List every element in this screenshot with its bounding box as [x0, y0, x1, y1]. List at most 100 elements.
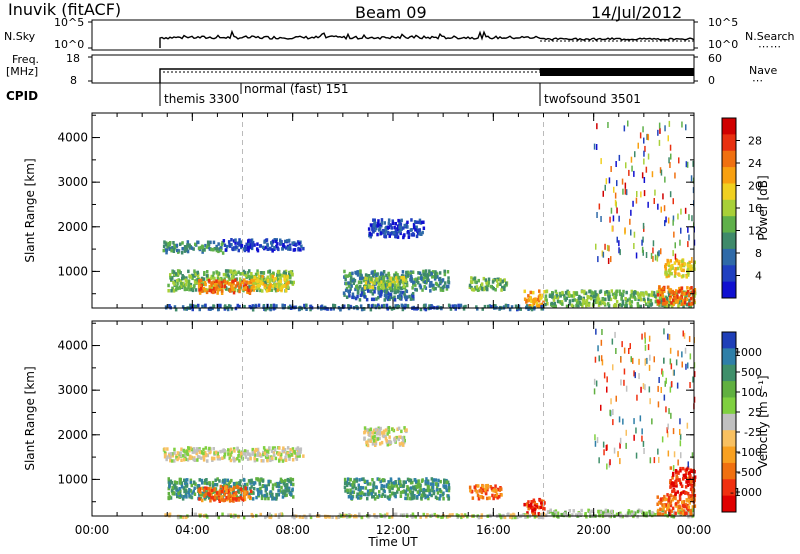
- echo-cell: [285, 276, 289, 280]
- echo-cell: [673, 261, 677, 265]
- echo-cell: [177, 278, 180, 282]
- echo-cell: [496, 487, 499, 492]
- echo-cell: [639, 132, 642, 139]
- echo-cell: [302, 246, 305, 251]
- echo-cell: [399, 231, 402, 236]
- y-axis-label: Slant Range [km]: [23, 366, 37, 470]
- echo-cell: [672, 510, 676, 515]
- echo-cell: [361, 486, 365, 490]
- echo-cell: [470, 489, 474, 494]
- echo-cell: [220, 276, 223, 281]
- echo-cell: [348, 294, 351, 298]
- echo-cell: [258, 480, 261, 484]
- echo-cell: [669, 386, 672, 393]
- echo-cell: [669, 259, 672, 263]
- echo-cell: [449, 307, 453, 311]
- echo-cell: [665, 296, 669, 301]
- echo-cell: [691, 508, 694, 512]
- echo-cell: [446, 270, 450, 274]
- echo-cell: [624, 182, 627, 189]
- echo-cell: [358, 491, 362, 495]
- echo-cell: [669, 358, 672, 365]
- echo-cell: [420, 479, 424, 483]
- echo-cell: [691, 266, 695, 271]
- echo-cell: [373, 269, 376, 274]
- echo-cell: [635, 427, 637, 434]
- echo-cell: [682, 473, 686, 478]
- echo-cell: [409, 478, 413, 483]
- echo-cell: [371, 292, 375, 296]
- echo-region: [162, 446, 305, 463]
- echo-cell: [621, 341, 623, 348]
- echo-cell: [174, 288, 178, 292]
- colorbar-tick-label: 8: [755, 247, 762, 260]
- echo-cell: [590, 509, 593, 514]
- echo-cell: [654, 254, 657, 261]
- echo-cell: [204, 303, 207, 308]
- echo-cell: [540, 295, 543, 300]
- echo-cell: [163, 447, 166, 451]
- echo-cell: [623, 304, 627, 308]
- echo-cell: [664, 510, 667, 514]
- echo-cell: [628, 348, 630, 354]
- echo-cell: [351, 486, 354, 490]
- echo-cell: [541, 293, 545, 298]
- echo-cell: [485, 280, 488, 284]
- echo-cell: [636, 394, 638, 401]
- echo-cell: [299, 447, 303, 451]
- echo-cell: [424, 273, 428, 278]
- echo-cell: [667, 508, 671, 512]
- echo-cell: [182, 495, 185, 499]
- echo-cell: [365, 277, 368, 281]
- echo-cell: [339, 308, 342, 312]
- echo-cell: [422, 226, 426, 230]
- echo-cell: [375, 432, 379, 436]
- echo-cell: [305, 303, 308, 308]
- echo-cell: [411, 490, 415, 494]
- echo-cell: [691, 490, 695, 495]
- echo-cell: [270, 288, 274, 292]
- echo-cell: [208, 483, 212, 487]
- echo-cell: [187, 282, 191, 287]
- echo-cell: [594, 356, 597, 363]
- echo-cell: [270, 241, 273, 245]
- echo-cell: [238, 482, 242, 487]
- echo-cell: [447, 497, 450, 501]
- echo-cell: [680, 452, 682, 459]
- echo-cell: [472, 288, 475, 292]
- echo-cell: [660, 169, 663, 176]
- echo-cell: [192, 480, 196, 484]
- echo-cell: [665, 497, 669, 501]
- echo-cell: [274, 283, 277, 288]
- echo-cell: [191, 304, 195, 308]
- echo-cell: [258, 489, 261, 494]
- echo-cell: [253, 243, 256, 247]
- echo-cell: [482, 484, 485, 489]
- echo-cell: [471, 280, 474, 284]
- echo-cell: [378, 276, 381, 280]
- echo-cell: [553, 510, 556, 514]
- echo-cell: [483, 287, 486, 292]
- colorbar-frame: [721, 331, 737, 513]
- echo-cell: [404, 496, 407, 501]
- echo-cell: [272, 306, 275, 311]
- echo-cell: [382, 230, 386, 235]
- echo-cell: [198, 284, 201, 289]
- echo-cell: [360, 493, 363, 498]
- echo-cell: [253, 458, 257, 463]
- echo-cell: [221, 456, 224, 460]
- echo-cell: [644, 384, 646, 391]
- echo-cell: [605, 445, 608, 451]
- echo-cell: [539, 505, 543, 509]
- echo-cell: [371, 270, 374, 274]
- echo-cell: [205, 274, 209, 278]
- echo-cell: [512, 512, 515, 517]
- echo-cell: [531, 512, 535, 517]
- colorbar-cell: [722, 248, 736, 266]
- echo-cell: [183, 486, 186, 490]
- echo-cell: [218, 479, 221, 483]
- echo-cell: [426, 485, 430, 489]
- echo-cell: [281, 495, 285, 499]
- echo-cell: [464, 304, 467, 309]
- echo-cell: [254, 272, 258, 277]
